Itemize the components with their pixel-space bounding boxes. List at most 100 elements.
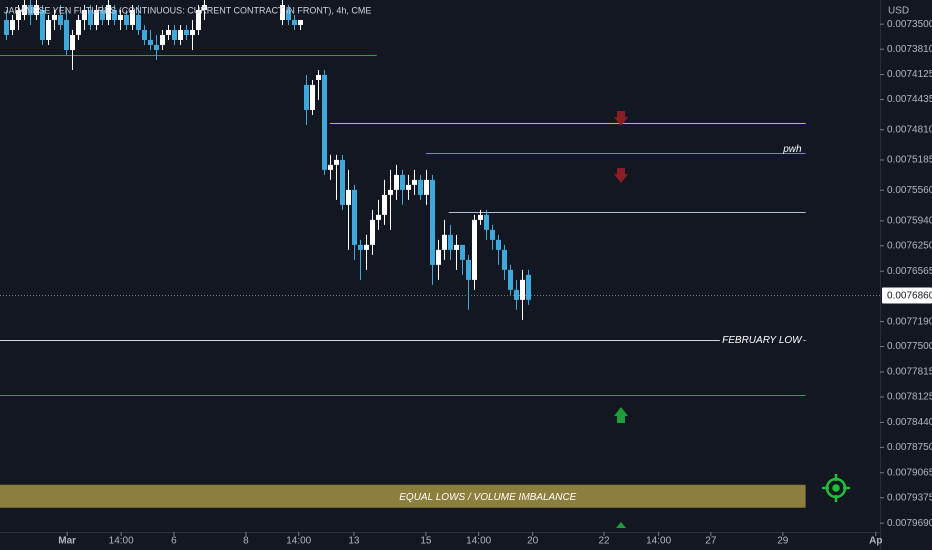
candle-body <box>466 259 471 280</box>
candle-body <box>292 19 297 25</box>
candle-body <box>4 19 9 35</box>
band-label: EQUAL LOWS / VOLUME IMBALANCE <box>399 492 576 503</box>
candle-body <box>424 179 429 195</box>
candle-body <box>340 159 345 205</box>
y-tick-label: 0.0076565 <box>887 266 932 277</box>
candle-body <box>484 214 489 230</box>
x-tick-label: Mar <box>58 536 76 547</box>
candle-body <box>382 194 387 215</box>
candle-body <box>322 74 327 170</box>
candle-body <box>286 9 291 20</box>
candle-body <box>28 4 33 15</box>
x-tick-label: 15 <box>420 536 432 547</box>
down-arrow <box>614 111 628 126</box>
y-tick-label: 0.0078440 <box>887 417 932 428</box>
level-label: FEBRUARY LOW <box>722 335 803 346</box>
candle-body <box>34 4 39 15</box>
candle-body <box>502 249 507 270</box>
candle-body <box>412 179 417 185</box>
candle-body <box>82 9 87 20</box>
candle-body <box>202 4 207 10</box>
x-tick-label: 6 <box>171 536 177 547</box>
candle-body <box>154 44 159 50</box>
candle-body <box>178 29 183 40</box>
x-tick-label: 8 <box>243 536 249 547</box>
candle-body <box>328 164 333 170</box>
chart-title: JAPANESE YEN FUTURES (CONTINUOUS: CURREN… <box>4 5 371 15</box>
candle-body <box>496 239 501 250</box>
y-tick-label: 0.0073500 <box>887 19 932 30</box>
candle-body <box>388 189 393 195</box>
candle-body <box>352 189 357 245</box>
y-tick-label: 0.0074435 <box>887 94 932 105</box>
candle-body <box>460 244 465 260</box>
volume-imbalance-band <box>0 484 806 508</box>
candle-body <box>304 84 309 110</box>
candle-body <box>100 9 105 20</box>
candle-body <box>472 219 477 280</box>
y-tick-label: 0.0075560 <box>887 185 932 196</box>
y-tick-label: 0.0077500 <box>887 341 932 352</box>
y-tick-label: 0.0073810 <box>887 44 932 55</box>
x-tick-label: Ap <box>869 536 882 547</box>
candle-body <box>124 14 129 25</box>
candle-body <box>448 234 453 250</box>
candle-body <box>196 9 201 30</box>
x-tick-label: 14:00 <box>646 536 671 547</box>
last-price-box <box>882 287 932 304</box>
candle-body <box>148 39 153 45</box>
y-tick-label: 0.0074810 <box>887 124 932 135</box>
down-arrow <box>614 168 628 183</box>
candle-body <box>298 19 303 25</box>
y-tick-label: 0.0074125 <box>887 69 932 80</box>
candle-body <box>76 19 81 35</box>
candle-body <box>406 184 411 190</box>
y-tick-label: 0.0075185 <box>887 155 932 166</box>
y-tick-label: 0.0077815 <box>887 367 932 378</box>
candle-body <box>316 74 321 80</box>
up-arrow <box>614 407 628 423</box>
x-tick-label: 22 <box>599 536 611 547</box>
y-tick-label: 0.0078750 <box>887 442 932 453</box>
candle-body <box>88 9 93 25</box>
x-tick-label: 13 <box>348 536 360 547</box>
candle-body <box>10 19 15 30</box>
y-tick-label: 0.0079065 <box>887 467 932 478</box>
y-tick-label: 0.0078125 <box>887 392 932 403</box>
y-tick-label: 0.0077190 <box>887 316 932 327</box>
candle-body <box>400 174 405 190</box>
y-tick-label: 0.0079690 <box>887 518 932 529</box>
candle-body <box>70 34 75 50</box>
x-tick-label: 27 <box>705 536 717 547</box>
candle-body <box>58 14 63 25</box>
candle-body <box>112 9 117 20</box>
up-arrow <box>616 522 626 528</box>
candle-body <box>106 4 111 20</box>
candle-body <box>64 19 69 50</box>
x-tick-label: 14:00 <box>466 536 491 547</box>
plot-area: EQUAL LOWS / VOLUME IMBALANCE pwh FEBRUARY… <box>0 0 880 508</box>
candle-body <box>520 279 525 300</box>
y-tick-label: 0.0079375 <box>887 492 932 503</box>
candle-body <box>46 19 51 40</box>
x-tick-label: 20 <box>527 536 539 547</box>
candle-body <box>418 179 423 195</box>
candle-body <box>118 14 123 20</box>
candle-body <box>136 14 141 30</box>
candle-body <box>436 249 441 265</box>
candle-body <box>160 34 165 45</box>
candle-body <box>280 4 285 20</box>
candle-body <box>334 159 339 165</box>
candle-body <box>364 244 369 250</box>
x-tick-label: 14:00 <box>109 536 134 547</box>
target-icon[interactable] <box>822 474 850 502</box>
candle-body <box>94 9 99 25</box>
candle-body <box>190 29 195 35</box>
candle-body <box>166 29 171 35</box>
y-tick-label: 0.0075940 <box>887 216 932 227</box>
candle-body <box>514 289 519 300</box>
candle-body <box>52 14 57 20</box>
last-price-label: 0.0076860 <box>887 291 932 302</box>
